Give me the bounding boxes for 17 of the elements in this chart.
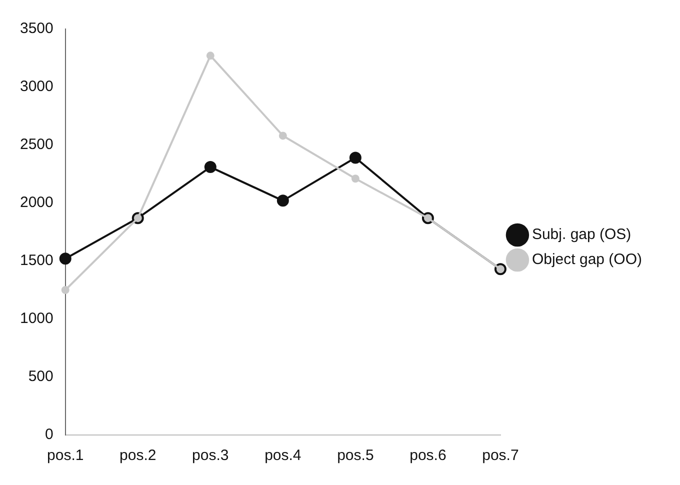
x-tick-label: pos.6	[410, 447, 446, 464]
x-tick-label: pos.7	[482, 447, 519, 464]
x-tick-label: pos.3	[192, 447, 229, 464]
y-tick-label: 1500	[20, 252, 54, 270]
y-tick-label: 2500	[20, 136, 54, 154]
y-tick-label: 3000	[20, 78, 54, 96]
y-tick-label: 2000	[20, 194, 54, 212]
legend-label: Subj. gap (OS)	[532, 226, 632, 244]
legend-label: Object gap (OO)	[532, 251, 642, 268]
x-tick-label: pos.2	[120, 447, 156, 464]
x-tick-label: pos.4	[264, 447, 302, 464]
y-tick-label: 3500	[20, 20, 54, 38]
y-tick-label: 500	[28, 368, 54, 386]
y-tick-label: 0	[45, 426, 54, 444]
x-tick-label: pos.5	[337, 447, 374, 464]
x-tick-label: pos.1	[47, 447, 84, 464]
y-tick-label: 1000	[20, 310, 54, 328]
